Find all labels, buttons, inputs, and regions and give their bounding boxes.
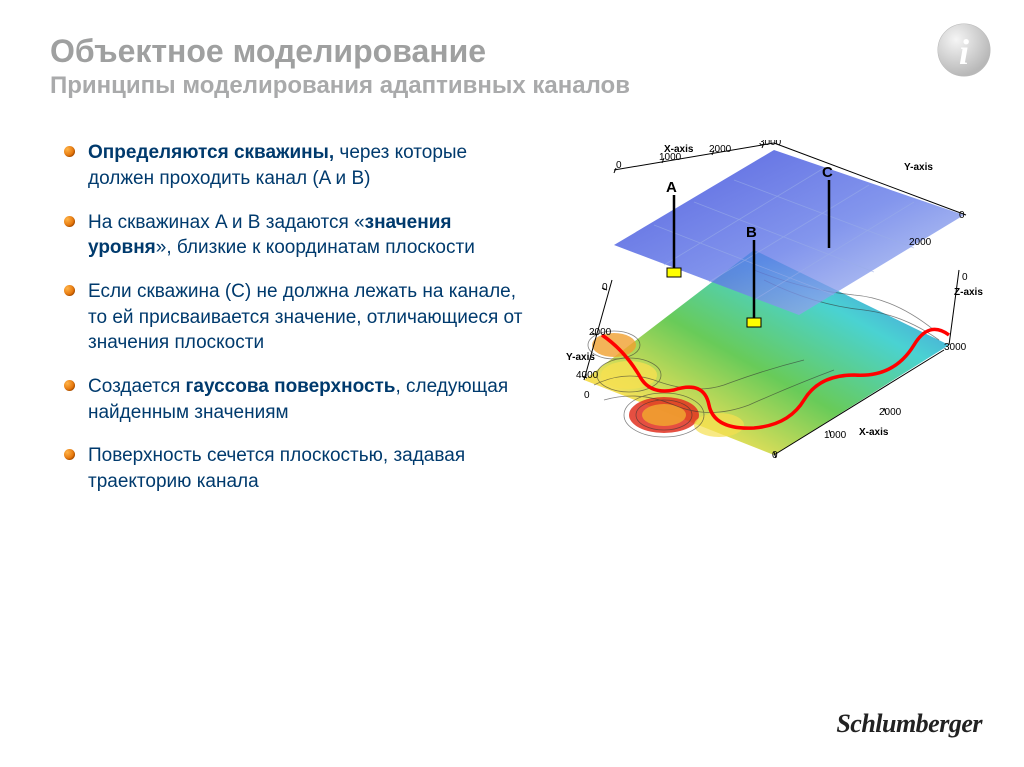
- svg-text:3000: 3000: [944, 342, 967, 353]
- bullet-list: Определяются скважины, через которые дол…: [60, 140, 534, 512]
- svg-text:1000: 1000: [824, 430, 847, 441]
- svg-text:i: i: [959, 32, 969, 72]
- svg-text:0: 0: [962, 272, 968, 283]
- y-axis-label-right: Y-axis: [904, 162, 933, 173]
- schlumberger-logo: Schlumberger: [836, 709, 982, 739]
- slide-header: Объектное моделирование Принципы моделир…: [0, 0, 1024, 110]
- list-item: Создается гауссова поверхность, следующа…: [60, 374, 534, 425]
- well-a-label: A: [666, 179, 677, 196]
- list-item: Определяются скважины, через которые дол…: [60, 140, 534, 191]
- svg-text:2000: 2000: [909, 237, 932, 248]
- surface-diagram: A B C X-axis 0 1000 2000 3000 Y-axis 0 2…: [554, 140, 994, 480]
- x-axis-label-bottom: X-axis: [859, 427, 889, 438]
- well-c-label: C: [822, 164, 833, 181]
- list-item: Поверхность сечется плоскостью, задавая …: [60, 443, 534, 494]
- svg-text:0: 0: [602, 282, 608, 293]
- info-icon: i: [936, 22, 992, 78]
- well-b-label: B: [746, 224, 757, 241]
- svg-text:2000: 2000: [589, 327, 612, 338]
- z-axis-label: Z-axis: [954, 287, 983, 298]
- list-item: На скважинах A и B задаются «значения ур…: [60, 210, 534, 261]
- slide-subtitle: Принципы моделирования адаптивных канало…: [50, 72, 974, 100]
- svg-text:2000: 2000: [879, 407, 902, 418]
- list-item: Если скважина (C) не должна лежать на ка…: [60, 279, 534, 356]
- svg-text:0: 0: [584, 390, 590, 401]
- svg-text:4000: 4000: [576, 370, 599, 381]
- slide-title: Объектное моделирование: [50, 32, 974, 70]
- svg-text:0: 0: [959, 210, 965, 221]
